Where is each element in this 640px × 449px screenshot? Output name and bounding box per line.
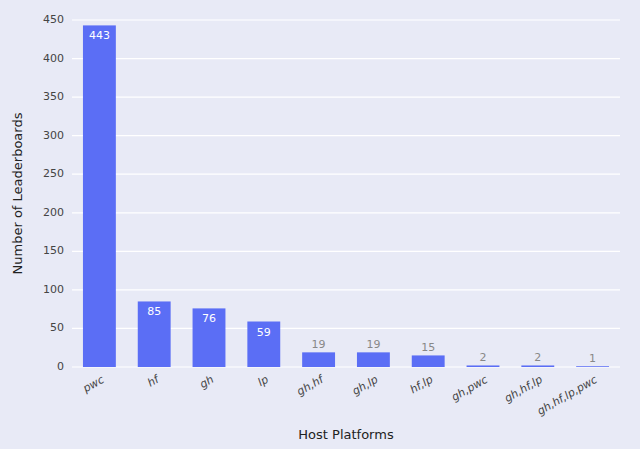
x-tick-label: pwc (80, 373, 106, 396)
data-label: 85 (147, 305, 161, 318)
x-tick-label: lp (256, 373, 271, 389)
bars (83, 25, 609, 367)
chart: 0 50 100 150 200 250 300 350 400 450 443 85 76 59 19 19… (0, 0, 640, 449)
x-tick-label: gh,pwc (449, 373, 490, 404)
data-labels: 443 85 76 59 19 19 15 2 2 1 (89, 29, 596, 365)
grid-line (72, 174, 620, 175)
x-tick-label: gh,hf,lp (502, 373, 545, 405)
bar (467, 365, 500, 367)
x-axis-label: Host Platforms (298, 427, 394, 442)
chart-container: 0 50 100 150 200 250 300 350 400 450 443 85 76 59 19 19… (0, 0, 640, 449)
x-axis: pwc hf gh lp gh,hf gh,lp hf,lp gh,pwc gh,hf,lpgh… (80, 372, 600, 418)
grid-line (72, 289, 620, 290)
y-axis-label: Number of Leaderboards (10, 112, 25, 274)
x-tick-label: gh (197, 373, 216, 391)
data-label: 1 (589, 352, 596, 365)
data-label: 19 (312, 338, 326, 351)
x-tick-label: gh,hf,lp,pwc (535, 373, 600, 418)
data-label: 2 (480, 351, 487, 364)
y-tick-label: 100 (43, 283, 64, 296)
grid-line (72, 58, 620, 59)
bar (302, 352, 335, 367)
x-tick-label: hf (145, 372, 163, 390)
data-label: 59 (257, 326, 271, 339)
y-tick-label: 350 (43, 90, 64, 103)
data-label: 19 (366, 338, 380, 351)
bar (138, 301, 171, 367)
bar (357, 352, 390, 367)
y-tick-label: 250 (43, 167, 64, 180)
grid-line (72, 19, 620, 20)
grid-line (72, 212, 620, 213)
y-tick-label: 150 (43, 244, 64, 257)
data-label: 15 (421, 341, 435, 354)
grid-line (72, 97, 620, 98)
bar (521, 365, 554, 367)
y-tick-label: 50 (50, 321, 64, 334)
x-tick-label: gh,hf (295, 372, 328, 398)
x-tick-label: hf,lp (408, 373, 435, 396)
data-label: 443 (89, 29, 110, 42)
y-tick-label: 200 (43, 206, 64, 219)
data-label: 2 (534, 351, 541, 364)
bar (247, 322, 280, 367)
y-tick-label: 400 (43, 52, 64, 65)
bar (576, 366, 609, 367)
grid (72, 20, 620, 367)
x-tick-label: gh,lp (350, 373, 380, 398)
bar (83, 25, 116, 367)
grid-line (72, 251, 620, 252)
bar (193, 308, 226, 367)
y-tick-label: 450 (43, 13, 64, 26)
bar (412, 355, 445, 367)
y-axis: 0 50 100 150 200 250 300 350 400 450 (43, 13, 64, 373)
y-tick-label: 300 (43, 129, 64, 142)
grid-line (72, 135, 620, 136)
y-tick-label: 0 (57, 360, 64, 373)
data-label: 76 (202, 312, 216, 325)
